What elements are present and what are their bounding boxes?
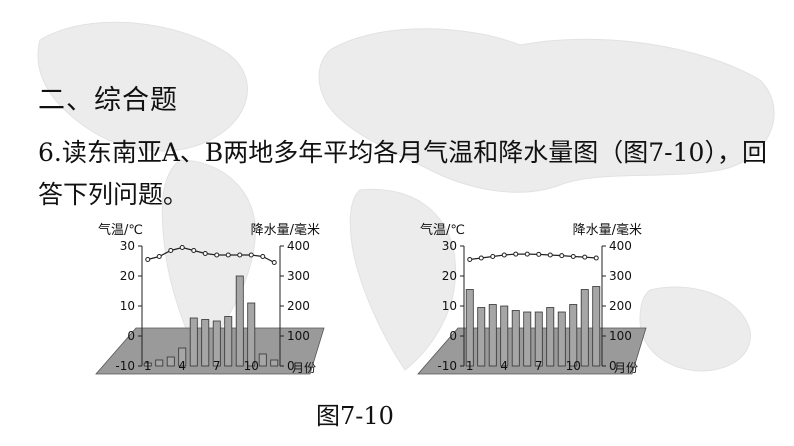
figure-caption: 图7-10 <box>316 402 394 430</box>
month-tick-label: 1 <box>144 359 152 373</box>
temperature-point <box>214 252 220 258</box>
temp-tick-label: 20 <box>442 269 457 283</box>
chart-ground-plane <box>417 327 647 375</box>
precipitation-bar <box>557 311 566 367</box>
month-tick-label: 4 <box>178 359 186 373</box>
temperature-point <box>536 251 542 257</box>
precipitation-bar <box>212 320 221 367</box>
temperature-line <box>147 246 275 264</box>
precipitation-bar <box>189 317 198 367</box>
precipitation-bar <box>143 362 152 367</box>
temperature-point <box>237 252 243 258</box>
precip-tick-label: 100 <box>287 329 310 343</box>
precip-tick-label: 400 <box>609 239 632 253</box>
precipitation-bar <box>534 311 543 367</box>
temp-tick-label: -10 <box>115 359 135 373</box>
temperature-point <box>248 252 254 258</box>
precipitation-bar <box>488 304 497 367</box>
precipitation-bar <box>155 359 164 367</box>
temperature-point <box>271 260 277 265</box>
precip-tick-label: 100 <box>609 329 632 343</box>
temperature-point <box>260 254 266 259</box>
temperature-point <box>513 251 519 257</box>
precip-tick-label: 0 <box>287 359 295 373</box>
temperature-point <box>202 251 208 256</box>
temp-tick-label: 0 <box>449 329 457 343</box>
precipitation-bar <box>511 310 520 367</box>
month-tick-label: 10 <box>244 359 259 373</box>
temperature-point <box>582 254 588 260</box>
left-axis-label: 气温/℃ <box>420 222 465 238</box>
precipitation-bar <box>569 304 578 367</box>
temperature-point <box>478 255 484 261</box>
temperature-point <box>570 254 576 259</box>
temperature-point <box>467 257 473 262</box>
precip-tick-label: 0 <box>609 359 617 373</box>
precipitation-bar <box>500 305 509 367</box>
section-title: 二、综合题 <box>38 85 178 116</box>
chart-ground-plane <box>95 327 325 375</box>
temperature-point <box>145 257 151 262</box>
temperature-point <box>593 255 599 261</box>
question-text: 6.读东南亚A、B两地多年平均各月气温和降水量图（图7-10），回答下列问题。 <box>38 138 767 209</box>
precip-tick-label: 200 <box>609 299 632 313</box>
month-tick-label: 7 <box>213 359 221 373</box>
temp-tick-label: 30 <box>120 239 135 253</box>
precip-tick-label: 300 <box>609 269 632 283</box>
precipitation-bar <box>592 286 601 367</box>
temperature-point <box>225 252 231 258</box>
precipitation-bar <box>258 353 267 367</box>
temperature-line <box>469 253 597 261</box>
x-unit-label: 月份 <box>614 361 638 375</box>
precip-tick-label: 300 <box>287 269 310 283</box>
precipitation-bar <box>270 359 279 367</box>
precipitation-bar <box>546 307 555 367</box>
month-tick-label: 10 <box>566 359 581 373</box>
temperature-point <box>559 253 565 259</box>
temperature-point <box>490 254 496 259</box>
temp-tick-label: -10 <box>437 359 457 373</box>
temp-tick-label: 10 <box>120 299 135 313</box>
temp-tick-label: 10 <box>442 299 457 313</box>
precipitation-bar <box>201 319 210 367</box>
precipitation-bar <box>247 302 256 367</box>
precipitation-bar <box>166 356 175 367</box>
temperature-point <box>524 251 530 257</box>
precipitation-bar <box>580 289 589 367</box>
precipitation-bar <box>235 275 244 367</box>
month-tick-label: 7 <box>535 359 543 373</box>
precipitation-bar <box>224 316 233 367</box>
temperature-point <box>179 245 185 250</box>
temperature-point <box>547 252 553 258</box>
right-axis-label: 降水量/毫米 <box>573 222 642 238</box>
precipitation-bar <box>178 347 187 367</box>
x-unit-label: 月份 <box>292 361 316 375</box>
temp-tick-label: 0 <box>127 329 135 343</box>
temperature-point <box>168 248 174 253</box>
precipitation-bar <box>477 307 486 367</box>
temp-tick-label: 30 <box>442 239 457 253</box>
temp-tick-label: 20 <box>120 269 135 283</box>
left-axis-label: 气温/℃ <box>98 222 143 238</box>
right-axis-label: 降水量/毫米 <box>251 222 320 238</box>
temperature-point <box>191 248 197 253</box>
month-tick-label: 4 <box>500 359 508 373</box>
precipitation-bar <box>465 289 474 367</box>
precip-tick-label: 200 <box>287 299 310 313</box>
temperature-point <box>501 252 507 258</box>
month-tick-label: 1 <box>466 359 474 373</box>
precipitation-bar <box>523 311 532 367</box>
precip-tick-label: 400 <box>287 239 310 253</box>
temperature-point <box>156 254 162 259</box>
